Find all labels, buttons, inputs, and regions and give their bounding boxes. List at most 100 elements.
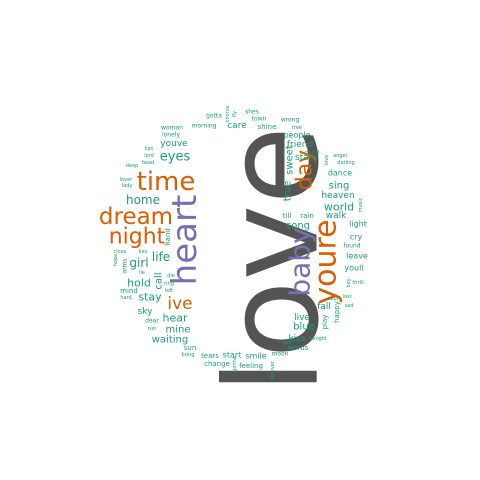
word: morning [192, 123, 217, 130]
word: hand [164, 228, 172, 246]
word: hope [113, 254, 119, 266]
word: boy [346, 278, 352, 287]
word: shes [245, 109, 259, 116]
word: leave [346, 252, 368, 261]
word: wrong [281, 117, 300, 124]
word: music [358, 197, 364, 212]
word: cry [350, 233, 363, 242]
word: hard [120, 295, 131, 301]
word: time [137, 167, 196, 197]
word: round [305, 150, 320, 156]
word: words [288, 344, 309, 352]
word: shine [258, 123, 277, 131]
word: fly [232, 111, 238, 117]
word: blue [293, 322, 315, 333]
word: lie [139, 270, 145, 276]
word: dream [99, 204, 173, 230]
word: bring [182, 352, 195, 358]
word: youll [344, 264, 363, 273]
word: soul [328, 296, 338, 302]
word: care [227, 121, 247, 131]
word: heart [165, 195, 205, 286]
word: eyes [160, 150, 191, 165]
word: happy [333, 301, 341, 323]
word: youve [160, 139, 188, 149]
word: love [324, 155, 330, 165]
word: lips [145, 146, 154, 152]
word: sweet [285, 145, 296, 175]
word: town [252, 116, 267, 123]
word: waiting [152, 335, 188, 346]
word: mine [165, 325, 190, 336]
word: lost [342, 294, 351, 300]
word: life [152, 250, 170, 264]
word: friend [287, 140, 313, 150]
word: tree [292, 125, 302, 131]
word: baby [284, 227, 317, 296]
word: ive [167, 294, 192, 314]
word: ring [164, 281, 174, 287]
word: talk [282, 340, 291, 346]
word: call [154, 272, 165, 289]
word: woman [161, 125, 183, 132]
word: arms [122, 258, 129, 273]
word: sad [345, 303, 354, 309]
word: found [343, 243, 360, 250]
word: angel [333, 153, 347, 159]
word: mind [120, 287, 138, 295]
word: forever [270, 360, 276, 379]
word: head [142, 160, 154, 166]
word: thrill [352, 280, 363, 286]
word: play [321, 315, 329, 330]
word: day [293, 150, 318, 190]
word: deep [126, 163, 139, 169]
word: people [283, 131, 310, 140]
word: lover [120, 177, 133, 183]
word: stay [138, 291, 162, 304]
word: hold [127, 277, 151, 290]
word: kiss [288, 334, 305, 344]
word: sun [184, 344, 197, 352]
word: start [223, 351, 242, 360]
word: stars [295, 153, 317, 163]
word: tears [201, 352, 219, 360]
word: gotta [206, 113, 222, 120]
word: close [114, 249, 127, 255]
word: heaven [321, 191, 354, 201]
word: live [294, 313, 310, 323]
word: sing [329, 181, 350, 192]
word: gonna [232, 356, 238, 372]
word: change [204, 360, 230, 368]
word: moon [272, 351, 289, 358]
word: darling [337, 160, 354, 166]
word: die [167, 273, 175, 279]
word: song [286, 221, 310, 232]
word: fall [317, 302, 331, 312]
word: lonely [162, 132, 180, 139]
word: walk [326, 211, 347, 221]
word: dance [328, 169, 352, 178]
word: night [109, 225, 166, 250]
word: home [126, 193, 160, 207]
word: world [324, 201, 354, 214]
word: tonight [309, 336, 327, 342]
word: light [349, 220, 367, 229]
word: run [148, 326, 156, 332]
word: love [199, 126, 348, 394]
word: lady [122, 183, 133, 189]
word: dear [145, 318, 159, 325]
word: rain [300, 212, 314, 220]
word: till [283, 212, 292, 220]
word: chorus [225, 105, 231, 122]
word: hear [162, 312, 187, 325]
word: smile [245, 352, 266, 361]
word: true [283, 181, 294, 202]
word: lies [139, 249, 148, 255]
word: sky [138, 307, 154, 317]
word: girl [129, 256, 148, 270]
word: youre [309, 219, 344, 304]
word: left [165, 288, 173, 294]
word: feeling [239, 362, 263, 370]
word: lord [144, 153, 154, 159]
